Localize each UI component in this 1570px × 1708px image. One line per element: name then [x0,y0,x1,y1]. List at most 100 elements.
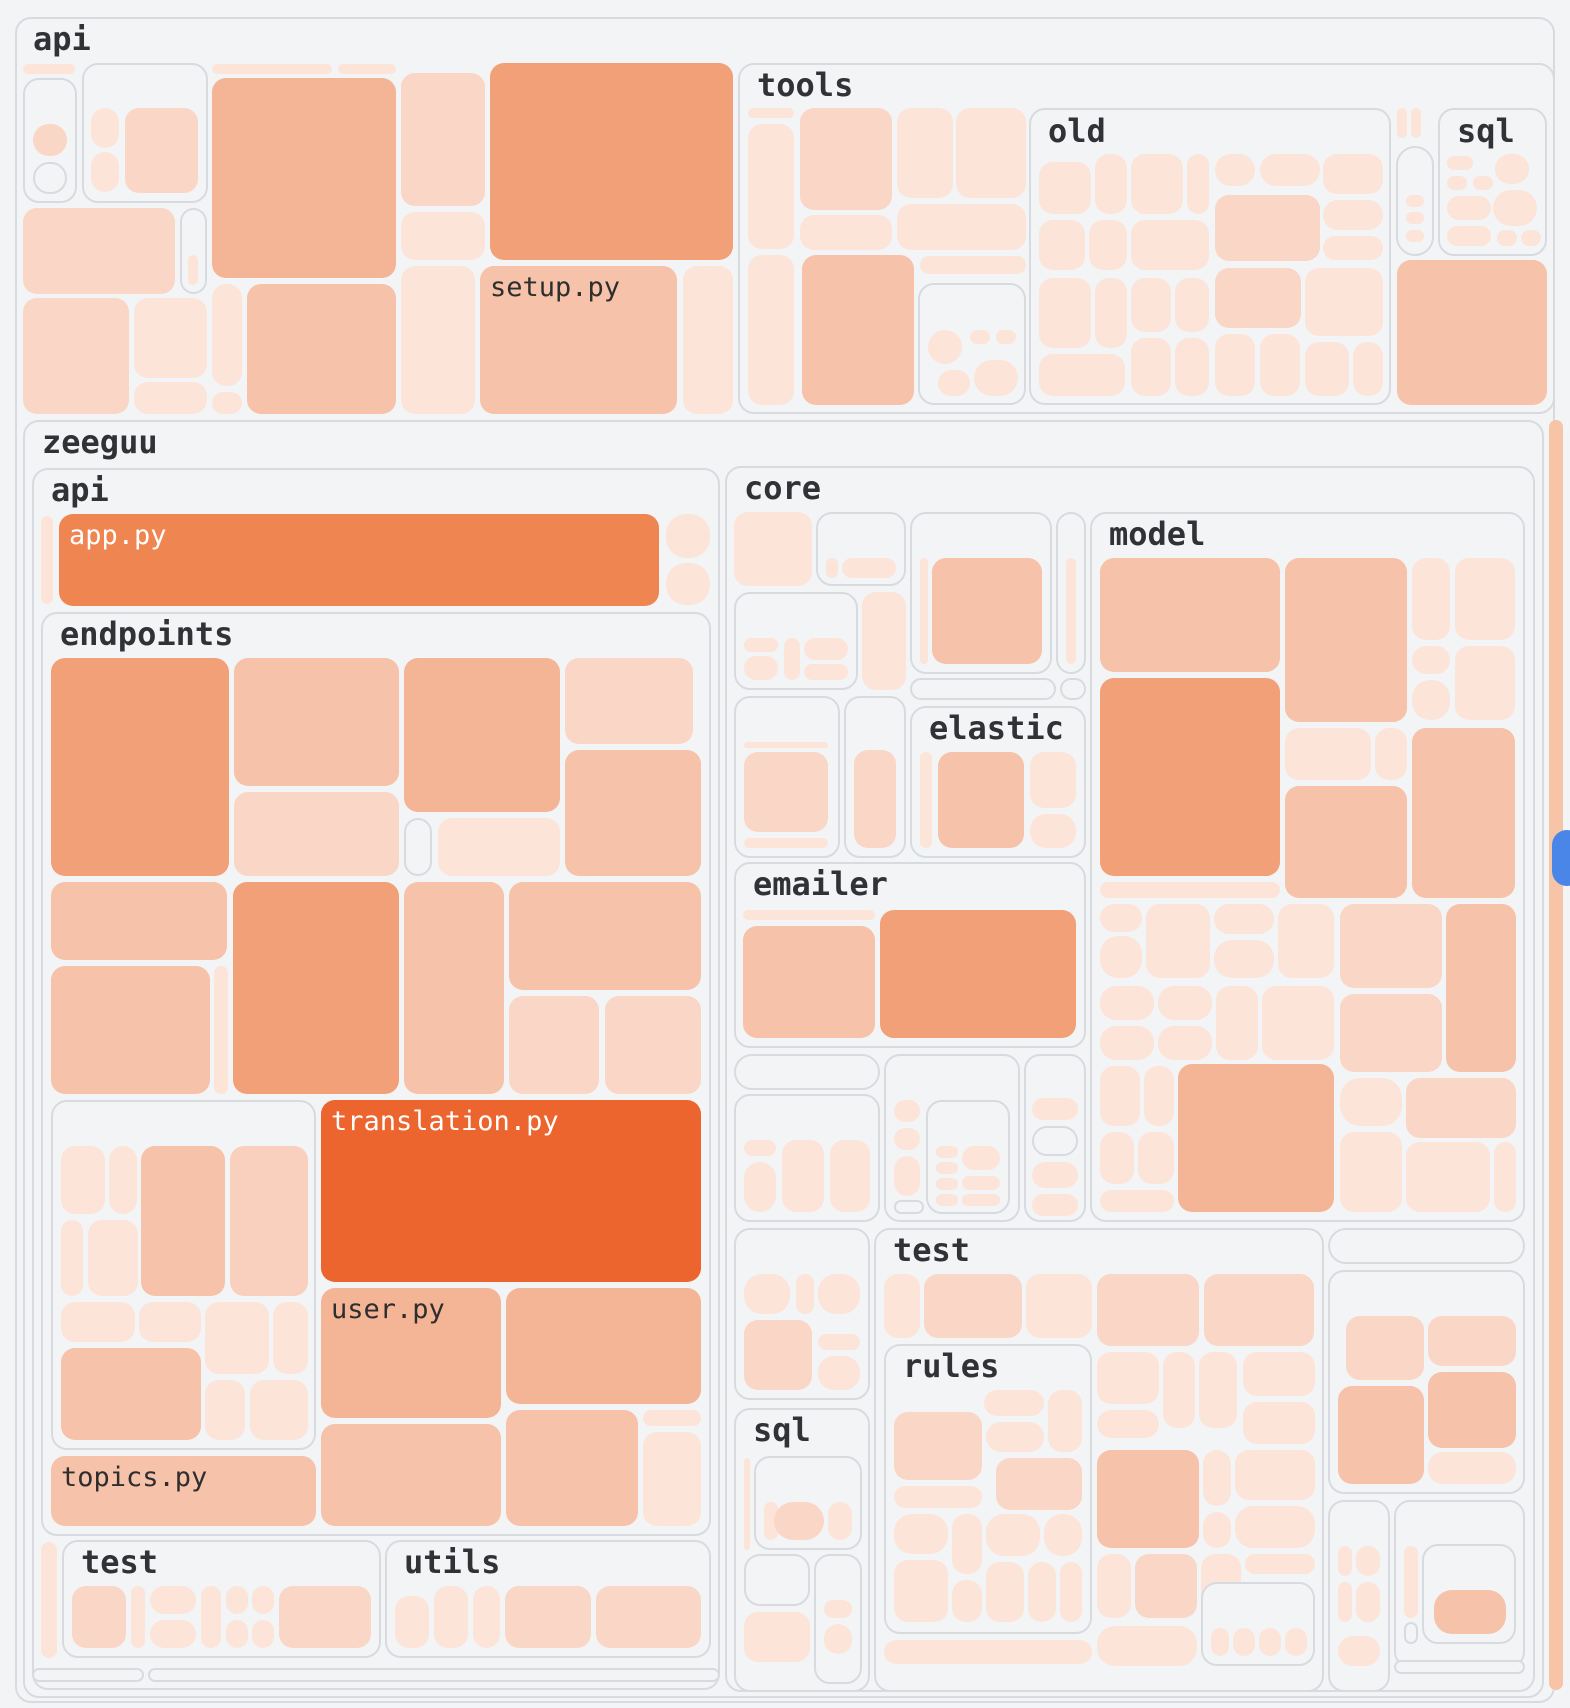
file-tile[interactable] [212,284,242,386]
file-tile[interactable] [438,818,560,876]
file-tile[interactable] [1100,1066,1140,1126]
file-tile[interactable] [23,208,175,294]
file-tile[interactable] [1144,1066,1174,1126]
file-tile[interactable] [1175,278,1209,332]
file-tile[interactable] [72,1586,126,1648]
dir-small[interactable] [1404,1622,1418,1644]
file-tile[interactable] [643,1410,701,1426]
file-tile[interactable] [1100,904,1142,932]
file-tile[interactable] [1089,220,1127,270]
file-tile[interactable] [932,558,1042,664]
file-tile[interactable] [666,514,710,558]
file-tile[interactable] [782,1140,824,1212]
file-tile[interactable] [506,1410,638,1526]
file-tile[interactable] [234,658,399,786]
dir-small[interactable] [32,1668,144,1682]
file-tile[interactable] [938,752,1024,848]
file-tile[interactable] [818,1274,860,1314]
file-tile[interactable] [1100,986,1154,1020]
file-tile[interactable] [1447,226,1491,246]
file-tile[interactable] [862,592,906,690]
file-tile[interactable] [434,1586,468,1648]
file-tile[interactable] [1285,786,1407,898]
file-tile[interactable] [1233,1628,1255,1656]
file-tile[interactable] [41,1542,57,1658]
file-tile[interactable] [1243,1352,1315,1396]
file-tile[interactable] [824,1624,852,1654]
file-tile[interactable] [1278,904,1334,978]
file-tile[interactable] [205,1302,269,1374]
file-tile[interactable] [1215,268,1301,328]
file-tile[interactable] [1215,334,1255,396]
file-tile[interactable] [897,204,1026,250]
file-tile[interactable] [643,1432,701,1526]
file-tile[interactable] [233,882,399,1094]
file-tile[interactable] [1131,278,1171,332]
file-tile[interactable] [490,63,733,260]
file-tile[interactable] [1455,646,1515,720]
file-tile[interactable] [1285,558,1407,722]
file-tile[interactable] [824,1600,852,1618]
file-tile[interactable] [1340,904,1442,988]
file-tile[interactable] [1521,230,1541,246]
dir-small[interactable] [744,1554,810,1606]
file-tile[interactable] [212,392,242,414]
file-tile[interactable] [1131,338,1171,396]
file-tile[interactable] [744,1320,812,1390]
file-tile[interactable] [970,330,990,344]
file-translation-py[interactable]: translation.py [321,1100,701,1282]
file-tile[interactable] [894,1128,920,1150]
file-tile[interactable] [1245,1554,1315,1574]
file-tile[interactable] [226,1586,248,1614]
file-tile[interactable] [784,638,800,680]
file-tile[interactable] [1446,904,1516,1072]
file-tile[interactable] [1030,752,1076,808]
file-tile[interactable] [212,78,396,278]
file-tile[interactable] [321,1424,501,1526]
file-tile[interactable] [1285,1628,1307,1656]
file-tile[interactable] [986,1422,1044,1452]
file-tile[interactable] [1032,1126,1078,1156]
file-tile[interactable] [395,1596,429,1648]
file-tile[interactable] [1158,1026,1212,1060]
file-tile[interactable] [273,1302,308,1374]
file-tile[interactable] [605,996,701,1094]
file-tile[interactable] [1356,1582,1380,1622]
file-tile[interactable] [205,1380,245,1440]
file-tile[interactable] [744,752,828,832]
file-tile[interactable] [1412,558,1450,640]
file-tile[interactable] [247,284,396,414]
file-tile[interactable] [1039,354,1125,396]
file-tile[interactable] [744,638,778,652]
file-tile[interactable] [401,266,475,414]
file-tile[interactable] [818,1334,860,1350]
file-tile[interactable] [134,382,207,414]
file-tile[interactable] [744,742,828,748]
file-tile[interactable] [924,1274,1022,1338]
file-tile[interactable] [894,1560,948,1622]
file-tile[interactable] [1412,680,1450,720]
file-user-py[interactable]: user.py [321,1288,501,1418]
file-tile[interactable] [1235,1506,1315,1548]
file-tile[interactable] [1338,1546,1352,1576]
file-tile[interactable] [1215,154,1255,186]
file-tile[interactable] [842,558,896,578]
file-tile[interactable] [1340,1078,1402,1126]
file-tile[interactable] [1259,1628,1281,1656]
file-tile[interactable] [744,1162,776,1212]
file-tile[interactable] [1026,1274,1092,1338]
file-tile[interactable] [1039,162,1091,214]
file-tile[interactable] [894,1156,920,1196]
file-tile[interactable] [150,1586,196,1614]
file-tile[interactable] [1353,342,1383,396]
file-tile[interactable] [1131,154,1183,214]
file-tile[interactable] [41,516,53,604]
file-tile[interactable] [1397,108,1407,138]
file-tile[interactable] [986,1514,1040,1556]
file-tile[interactable] [1203,1450,1231,1506]
file-tile[interactable] [830,1140,870,1212]
file-tile[interactable] [1305,342,1349,396]
file-tile[interactable] [1493,190,1537,226]
file-tile[interactable] [1028,1562,1056,1622]
file-tile[interactable] [1100,1190,1174,1212]
